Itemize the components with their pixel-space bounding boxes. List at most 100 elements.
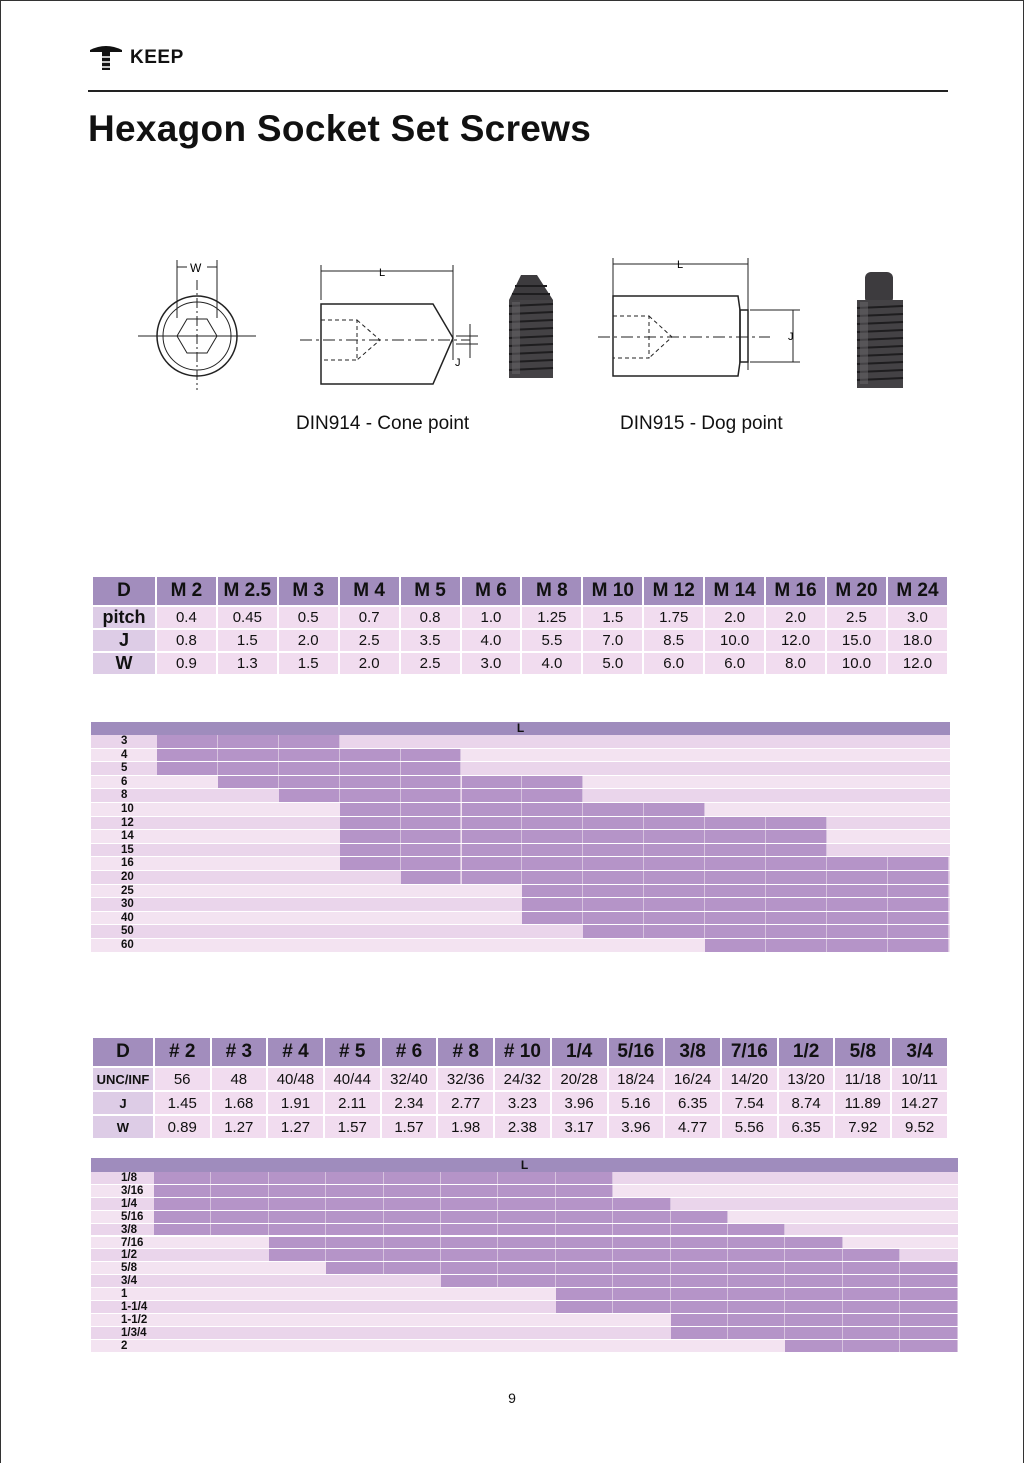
spec-row: UNC/INF 56 48 40/48 40/44 32/40 32/36 24/32 20/2…: [93, 1068, 947, 1090]
spec-cell: 0.7: [339, 607, 399, 628]
length-available-cell: [785, 1288, 843, 1300]
length-available-cell: [498, 1223, 556, 1236]
spec-column-header: M 2: [156, 577, 216, 605]
length-available-cell: [728, 1223, 786, 1236]
spec-cell: 3.17: [551, 1116, 607, 1138]
length-available-cell: [326, 1236, 384, 1249]
length-available-cell: [555, 1184, 614, 1197]
length-grid-row: [91, 1326, 958, 1339]
length-available-cell: [339, 803, 401, 816]
length-available-cell: [441, 1275, 499, 1288]
spec-cell: 6.0: [644, 653, 704, 674]
length-available-cell: [461, 816, 523, 830]
spec-column-header: 1/4: [551, 1038, 607, 1066]
spec-cell: 2.77: [438, 1092, 494, 1114]
length-available-cell: [461, 803, 523, 816]
spec-cell: 1.5: [217, 630, 277, 651]
length-available-cell: [613, 1210, 671, 1223]
length-available-cell: [644, 925, 706, 938]
length-available-cell: [644, 898, 706, 911]
spec-cell: 1.27: [268, 1116, 323, 1138]
length-available-cell: [583, 857, 645, 870]
screw-logo-icon: [90, 46, 122, 70]
length-available-cell: [728, 1249, 786, 1262]
spec-cell: 40/48: [268, 1068, 323, 1090]
spec-column-header: M 5: [400, 577, 460, 605]
dog-screw-photo: [856, 272, 904, 388]
brand-logo: KEEP: [88, 44, 184, 72]
spec-row: J 0.8 1.5 2.0 2.5 3.5 4.0 5.5 7.0 8.5 10.0 12.0 15.0…: [93, 630, 947, 651]
spec-cell: 5.56: [721, 1116, 777, 1138]
spec-cell: 10/11: [892, 1068, 947, 1090]
length-available-cell: [583, 803, 645, 816]
spec-column-header: M 4: [339, 577, 399, 605]
length-available-cell: [583, 925, 645, 938]
spec-column-header: M 6: [461, 577, 521, 605]
end-view-drawing: [138, 260, 256, 390]
length-available-cell: [400, 748, 462, 762]
length-available-cell: [826, 911, 888, 925]
length-available-cell: [555, 1249, 614, 1262]
length-available-cell: [400, 803, 462, 816]
length-row-label: 1/2: [121, 1249, 137, 1262]
length-available-cell: [887, 925, 949, 938]
length-available-cell: [583, 830, 645, 843]
length-row-label: 5/8: [121, 1262, 137, 1275]
length-available-cell: [728, 1288, 786, 1300]
spec-cell: 5.16: [608, 1092, 664, 1114]
length-available-cell: [461, 857, 523, 870]
length-available-cell: [383, 1197, 441, 1210]
length-available-cell: [268, 1223, 327, 1236]
cone-screw-photo: [508, 275, 554, 378]
spec-cell: 6.35: [778, 1116, 834, 1138]
spec-cell: 20/28: [551, 1068, 607, 1090]
length-available-cell: [268, 1236, 327, 1249]
length-available-cell: [785, 1313, 843, 1326]
spec-column-header: 5/8: [835, 1038, 891, 1066]
length-available-cell: [613, 1249, 671, 1262]
length-row-label: 25: [121, 884, 134, 897]
length-available-cell: [441, 1249, 499, 1262]
spec-cell: 18/24: [608, 1068, 664, 1090]
length-available-cell: [670, 1262, 728, 1275]
length-available-cell: [583, 898, 645, 911]
spec-row-label: UNC/INF: [93, 1068, 153, 1090]
spec-cell: 15.0: [827, 630, 886, 651]
length-available-cell: [670, 1288, 728, 1300]
spec-column-header: # 10: [495, 1038, 550, 1066]
length-row-label: 10: [121, 803, 134, 815]
length-available-cell: [383, 1236, 441, 1249]
length-available-cell: [522, 857, 584, 870]
length-available-cell: [498, 1197, 556, 1210]
spec-cell: 4.77: [665, 1116, 720, 1138]
length-available-cell: [326, 1262, 384, 1275]
length-grid-row: [91, 1301, 958, 1313]
length-available-cell: [400, 775, 462, 789]
length-available-cell: [785, 1275, 843, 1288]
length-row-label: 1-1/2: [121, 1313, 148, 1326]
length-available-cell: [766, 884, 827, 898]
length-available-cell: [339, 748, 401, 762]
length-available-cell: [728, 1326, 786, 1339]
spec-cell: 8.5: [644, 630, 704, 651]
length-available-cell: [555, 1223, 614, 1236]
length-available-cell: [670, 1313, 728, 1326]
spec-cell: 5.5: [522, 630, 582, 651]
spec-cell: 1.27: [211, 1116, 267, 1138]
length-available-cell: [461, 775, 523, 789]
spec-column-header: M 12: [644, 577, 704, 605]
length-available-cell: [522, 789, 584, 802]
length-available-cell: [154, 1197, 212, 1210]
length-grid-row: [91, 1313, 958, 1326]
length-available-cell: [644, 911, 706, 925]
spec-cell: 2.5: [339, 630, 399, 651]
length-available-cell: [766, 871, 827, 884]
spec-cell: 1.0: [461, 607, 521, 628]
length-available-cell: [400, 816, 462, 830]
spec-cell: 0.5: [278, 607, 338, 628]
spec-cell: 2.0: [278, 630, 338, 651]
length-available-cell: [842, 1275, 901, 1288]
length-available-cell: [705, 871, 766, 884]
brand-name: KEEP: [130, 47, 184, 68]
spec-row-label: J: [93, 630, 155, 651]
